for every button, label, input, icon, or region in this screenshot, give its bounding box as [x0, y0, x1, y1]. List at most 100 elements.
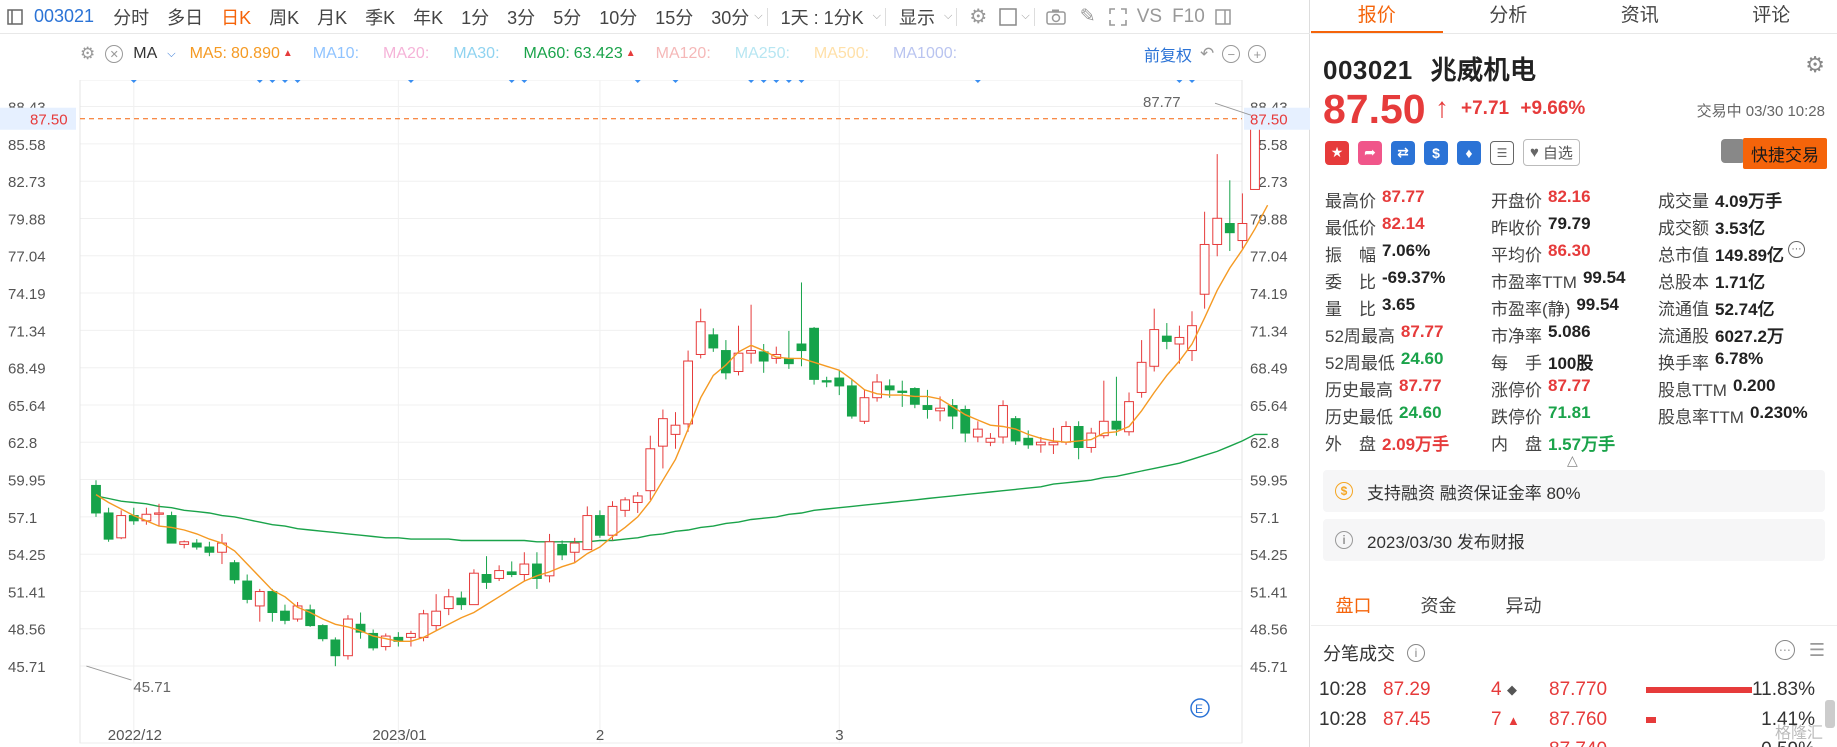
zoom-in-icon[interactable]: + — [1248, 45, 1267, 63]
panel-tab[interactable]: 异动 — [1505, 596, 1542, 616]
panel-icon[interactable] — [1211, 8, 1235, 25]
quote-cell: 市盈率TTM 99.54 — [1491, 268, 1658, 293]
period-tab[interactable]: 1分 — [461, 7, 490, 28]
period-tab[interactable]: 5分 — [553, 7, 582, 28]
event-marker — [785, 80, 792, 83]
y-tick-label: 71.34 — [1250, 323, 1288, 340]
ma-item[interactable]: MA20: — [383, 45, 433, 63]
undo-icon[interactable]: ↶ — [1200, 44, 1215, 63]
gear-icon[interactable]: ⚙ — [969, 6, 988, 28]
scrollbar[interactable] — [1825, 700, 1835, 728]
x-tick-label: 2 — [596, 727, 604, 744]
y-tick-label: 68.49 — [8, 361, 46, 378]
period-tab[interactable]: 年K — [413, 7, 444, 28]
quote-tab[interactable]: 报价 — [1311, 0, 1443, 33]
settings-icon[interactable]: ⚙ — [80, 44, 96, 63]
period-tab[interactable]: 15分 — [655, 7, 694, 28]
ma-item[interactable]: MA120: — [656, 45, 715, 63]
period-tab[interactable]: 日K — [221, 7, 252, 28]
period-tab[interactable]: 3分 — [507, 7, 536, 28]
panel-tab[interactable]: 资金 — [1420, 596, 1457, 616]
chevron-down-icon[interactable]: ⌵ — [1021, 10, 1030, 22]
candle-body — [733, 352, 744, 373]
period-tab[interactable]: 季K — [365, 7, 396, 28]
document-icon[interactable]: ☰ — [1490, 140, 1514, 165]
quick-trade-button[interactable]: 快捷交易 — [1743, 138, 1827, 169]
quote-tab[interactable]: 评论 — [1752, 5, 1791, 26]
chevron-down-icon[interactable]: ⌵ — [754, 10, 763, 22]
report-info[interactable]: i 2023/03/30 发布财报 — [1323, 519, 1825, 561]
dollar-icon[interactable]: $ — [1424, 140, 1448, 165]
candle-body — [884, 385, 895, 391]
chevron-down-icon[interactable]: ⌵ — [872, 10, 882, 22]
stock-code[interactable]: 003021 — [34, 6, 95, 26]
period-tab[interactable]: 周K — [269, 7, 300, 28]
quote-row: 52周最低 24.60 每 手 100股 换手率 6.78% — [1325, 348, 1825, 375]
period-tab[interactable]: 分时 — [113, 7, 150, 28]
margin-info-text: 支持融资 融资保证金率 80% — [1367, 483, 1581, 503]
f10-button[interactable]: F10 — [1172, 5, 1205, 27]
candle-body — [1073, 426, 1084, 448]
more-icon[interactable]: ⋯ — [1774, 640, 1795, 660]
ma-item[interactable]: MA60: 63.423 ▲ — [524, 45, 636, 63]
quote-label: 总市值 — [1658, 246, 1709, 265]
sidebar-toggle-icon[interactable] — [0, 8, 30, 25]
close-icon[interactable]: ✕ — [105, 45, 124, 63]
period-tab[interactable]: 多日 — [167, 7, 204, 28]
y-tick-label: 62.8 — [1250, 435, 1279, 452]
ma-item[interactable]: MA5: 80.890 ▲ — [190, 45, 293, 63]
checkbox-icon[interactable] — [995, 7, 1021, 26]
quote-value: 87.77 — [1382, 187, 1425, 206]
chevron-down-icon[interactable]: ⌵ — [167, 47, 176, 60]
hot-icon[interactable]: ➦ — [1358, 140, 1382, 165]
change-value: +7.71 — [1461, 98, 1510, 119]
quote-cell: 历史最高 87.77 — [1325, 376, 1491, 401]
chevron-up-icon[interactable]: △ — [1567, 452, 1578, 468]
ma-item[interactable]: MA30: — [453, 45, 503, 63]
period-tab[interactable]: 30分 — [711, 7, 750, 28]
zoom-out-icon[interactable]: − — [1222, 45, 1241, 63]
quote-row: 外 盘 2.09万手 内 盘 1.57万手 — [1325, 429, 1825, 456]
candle-body — [972, 428, 983, 438]
candle-body — [947, 405, 958, 417]
quote-label: 流通值 — [1658, 300, 1709, 319]
quote-tab[interactable]: 资讯 — [1620, 5, 1659, 26]
margin-info[interactable]: $ 支持融资 融资保证金率 80% — [1323, 470, 1825, 512]
period-tab[interactable]: 月K — [317, 7, 348, 28]
ma-item[interactable]: MA1000: — [893, 45, 961, 63]
vs-button[interactable]: VS — [1136, 5, 1163, 27]
candle-body — [1023, 437, 1034, 446]
chevron-down-icon[interactable]: ⌵ — [944, 10, 953, 22]
quote-tab[interactable]: 分析 — [1489, 5, 1528, 26]
add-watchlist-button[interactable]: ♥ 自选 — [1523, 139, 1580, 166]
range-select[interactable]: 1天 : 1分K — [780, 7, 864, 28]
ma-item-label: MA60: — [523, 45, 570, 62]
quote-label: 开盘价 — [1491, 192, 1542, 211]
list-icon[interactable]: ☰ — [1808, 640, 1825, 660]
bell-icon[interactable] — [1721, 139, 1745, 163]
period-tab[interactable]: 10分 — [599, 7, 638, 28]
info-icon[interactable]: i — [1407, 644, 1425, 662]
gear-icon[interactable]: ⚙ — [1805, 52, 1825, 77]
pencil-icon[interactable]: ✎ — [1079, 6, 1096, 27]
fullscreen-icon[interactable] — [1103, 7, 1133, 26]
kline-chart[interactable]: 88.4388.4385.5885.5882.7382.7379.8879.88… — [0, 80, 1310, 747]
candle-body — [821, 380, 832, 383]
ma-item[interactable]: MA250: — [735, 45, 794, 63]
panel-tab[interactable]: 盘口 — [1335, 596, 1372, 616]
shuffle-icon[interactable]: ⇄ — [1391, 140, 1415, 165]
adjust-select[interactable]: 前复权 — [1144, 48, 1193, 65]
y-tick-label: 45.71 — [1250, 659, 1288, 676]
ma-item[interactable]: MA10: — [313, 45, 363, 63]
china-flag-icon[interactable]: ★ — [1325, 140, 1349, 165]
ma-item[interactable]: MA500: — [814, 45, 873, 63]
tag-icon[interactable]: ♦ — [1457, 140, 1481, 165]
divider — [956, 7, 958, 26]
display-menu[interactable]: 显示 — [899, 7, 936, 28]
quote-cell: 换手率 6.78% — [1658, 349, 1825, 374]
chart-controls: 前复权 ↶ − + — [1144, 42, 1267, 66]
x-tick-label: 3 — [835, 727, 843, 744]
camera-icon[interactable] — [1039, 9, 1073, 25]
ma-label: MA — [133, 45, 158, 62]
more-icon[interactable]: ⋯ — [1788, 241, 1805, 258]
